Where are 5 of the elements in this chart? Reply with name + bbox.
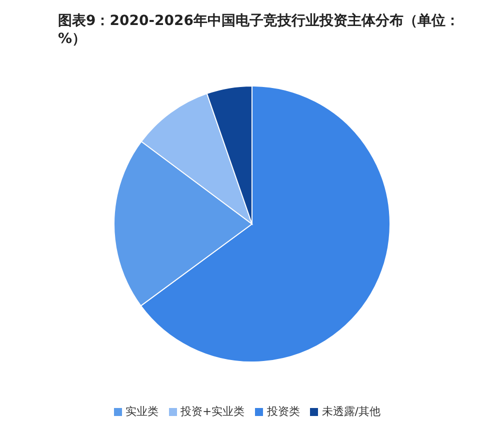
legend-label: 未透露/其他 (322, 405, 380, 418)
legend-label: 实业类 (126, 405, 159, 418)
legend-label: 投资+实业类 (180, 405, 245, 418)
legend-label: 投资类 (266, 405, 300, 418)
chart-title: 图表9：2020-2026年中国电子竞技行业投资主体分布（单位：%） (57, 12, 460, 49)
